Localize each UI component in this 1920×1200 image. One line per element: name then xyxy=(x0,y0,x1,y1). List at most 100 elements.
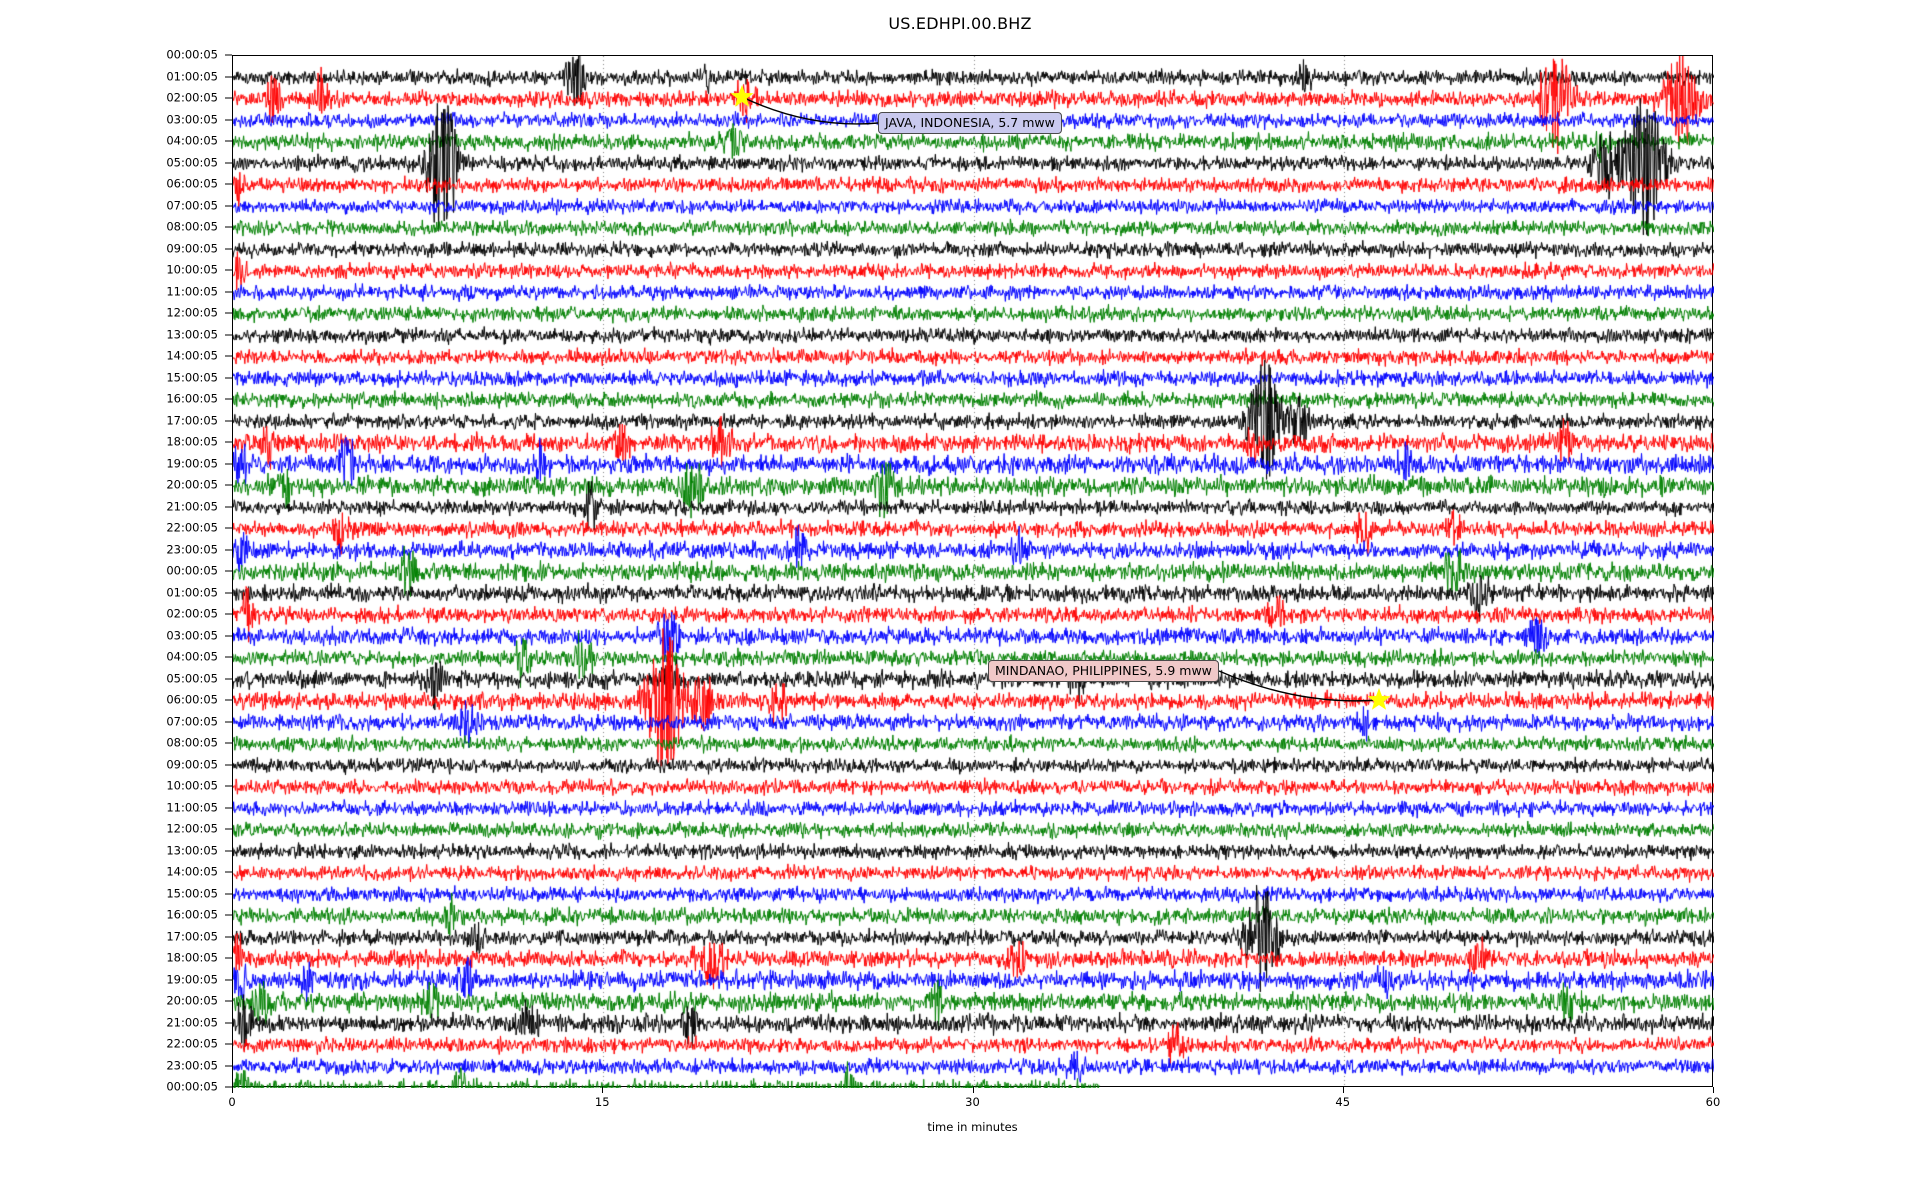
y-tick-mark xyxy=(225,527,232,529)
y-tick-label: 05:00:05 xyxy=(166,670,218,685)
y-tick-mark xyxy=(225,205,232,206)
x-tick-mark xyxy=(1342,1087,1344,1093)
plot-axes xyxy=(232,55,1714,1088)
y-tick-label: 01:00:05 xyxy=(166,68,218,83)
y-tick-mark xyxy=(225,785,232,787)
y-tick-mark xyxy=(225,420,232,421)
y-tick-label: 00:00:05 xyxy=(166,563,218,578)
x-tick-label: 30 xyxy=(965,1095,980,1109)
y-tick-mark xyxy=(225,871,232,873)
y-tick-mark xyxy=(225,355,232,357)
y-tick-mark xyxy=(225,334,232,335)
y-tick-label: 03:00:05 xyxy=(166,627,218,642)
y-tick-mark xyxy=(225,226,232,228)
y-tick-mark xyxy=(225,291,232,292)
seismogram-traces-canvas xyxy=(233,56,1714,1088)
annotation-java-indonesia[interactable]: JAVA, INDONESIA, 5.7 mww xyxy=(878,112,1062,135)
y-tick-label: 20:00:05 xyxy=(166,477,218,492)
y-tick-mark xyxy=(225,850,232,851)
y-tick-mark xyxy=(225,377,232,378)
y-tick-mark xyxy=(225,957,232,959)
x-tick-mark xyxy=(602,1087,604,1093)
y-tick-label: 19:00:05 xyxy=(166,455,218,470)
y-tick-mark xyxy=(225,807,232,808)
y-tick-label: 07:00:05 xyxy=(166,197,218,212)
y-tick-mark xyxy=(225,678,232,679)
x-tick-mark xyxy=(972,1087,974,1093)
y-tick-mark xyxy=(225,592,232,593)
y-tick-mark xyxy=(225,1043,232,1045)
y-tick-mark xyxy=(225,1000,232,1002)
y-tick-label: 00:00:05 xyxy=(166,1079,218,1094)
x-tick-label: 0 xyxy=(228,1095,236,1109)
y-tick-label: 11:00:05 xyxy=(166,283,218,298)
y-tick-mark xyxy=(225,742,232,744)
y-tick-label: 16:00:05 xyxy=(166,391,218,406)
y-tick-label: 23:00:05 xyxy=(166,541,218,556)
y-tick-label: 09:00:05 xyxy=(166,756,218,771)
annotation-mindanao-philippines[interactable]: MINDANAO, PHILIPPINES, 5.9 mww xyxy=(988,660,1219,683)
y-tick-label: 06:00:05 xyxy=(166,176,218,191)
y-tick-label: 18:00:05 xyxy=(166,950,218,965)
y-tick-mark xyxy=(225,506,232,507)
x-axis-labels: 0 15 30 45 60 xyxy=(228,1087,1720,1127)
y-tick-mark xyxy=(225,398,232,400)
y-tick-mark xyxy=(225,119,232,120)
y-tick-label: 05:00:05 xyxy=(166,154,218,169)
y-tick-mark xyxy=(225,140,232,142)
x-tick-label: 15 xyxy=(594,1095,610,1109)
y-tick-mark xyxy=(225,97,232,99)
y-tick-label: 08:00:05 xyxy=(166,735,218,750)
y-tick-mark xyxy=(225,828,232,830)
y-tick-label: 06:00:05 xyxy=(166,692,218,707)
page-title: US.EDHPI.00.BHZ xyxy=(888,14,1032,33)
y-tick-label: 21:00:05 xyxy=(166,1014,218,1029)
y-tick-label: 19:00:05 xyxy=(166,971,218,986)
y-tick-mark xyxy=(225,656,232,658)
y-tick-mark xyxy=(225,570,232,572)
y-tick-label: 21:00:05 xyxy=(166,498,218,513)
y-tick-label: 09:00:05 xyxy=(166,240,218,255)
y-tick-label: 22:00:05 xyxy=(166,520,218,535)
y-tick-label: 03:00:05 xyxy=(166,111,218,126)
y-tick-mark xyxy=(225,54,232,56)
y-tick-label: 14:00:05 xyxy=(166,348,218,363)
x-tick-mark xyxy=(232,1087,233,1093)
x-tick-label: 60 xyxy=(1705,1095,1721,1109)
x-tick-mark xyxy=(1713,1087,1714,1093)
y-tick-label: 07:00:05 xyxy=(166,713,218,728)
y-tick-mark xyxy=(225,441,232,443)
y-tick-label: 01:00:05 xyxy=(166,584,218,599)
y-tick-label: 11:00:05 xyxy=(166,799,218,814)
y-tick-mark xyxy=(225,162,232,163)
y-tick-label: 08:00:05 xyxy=(166,219,218,234)
y-tick-label: 16:00:05 xyxy=(166,907,218,922)
y-tick-label: 10:00:05 xyxy=(166,778,218,793)
y-tick-label: 04:00:05 xyxy=(166,649,218,664)
y-tick-label: 00:00:05 xyxy=(166,47,218,62)
y-tick-label: 12:00:05 xyxy=(166,821,218,836)
y-tick-mark xyxy=(225,312,232,314)
y-tick-mark xyxy=(225,76,232,77)
y-tick-label: 17:00:05 xyxy=(166,412,218,427)
y-axis-labels: 00:00:05 01:00:05 02:00:05 03:00:05 04:00:05… xyxy=(0,49,232,1092)
y-tick-mark xyxy=(225,269,232,271)
y-tick-label: 18:00:05 xyxy=(166,434,218,449)
y-tick-label: 04:00:05 xyxy=(166,133,218,148)
y-tick-mark xyxy=(225,1022,232,1023)
y-tick-mark xyxy=(225,1065,232,1066)
y-tick-mark xyxy=(225,248,232,249)
y-tick-mark xyxy=(225,463,232,464)
y-tick-mark xyxy=(225,1086,232,1088)
y-tick-label: 15:00:05 xyxy=(166,369,218,384)
y-tick-label: 02:00:05 xyxy=(166,90,218,105)
y-tick-label: 02:00:05 xyxy=(166,606,218,621)
y-tick-mark xyxy=(225,936,232,937)
y-tick-mark xyxy=(225,183,232,185)
y-tick-mark xyxy=(225,484,232,486)
y-tick-label: 10:00:05 xyxy=(166,262,218,277)
y-tick-mark xyxy=(225,914,232,916)
y-tick-mark xyxy=(225,613,232,615)
y-tick-label: 20:00:05 xyxy=(166,993,218,1008)
